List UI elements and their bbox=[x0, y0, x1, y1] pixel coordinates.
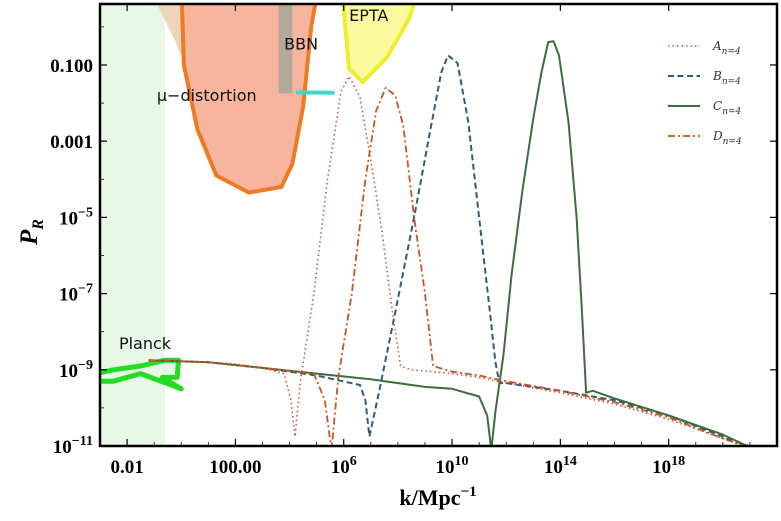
x-tick-label: 100.00 bbox=[209, 457, 261, 478]
region-mu-distortion-light bbox=[156, 4, 184, 58]
x-tick-label: 1014 bbox=[544, 454, 577, 478]
region-planck bbox=[100, 357, 184, 392]
x-tick-label: 106 bbox=[331, 454, 357, 478]
region-label-epta: EPTA bbox=[349, 6, 388, 25]
series-b-line bbox=[148, 54, 751, 446]
region-gray-band bbox=[278, 4, 293, 94]
y-tick-label: 0.100 bbox=[50, 56, 93, 77]
plot-frame bbox=[98, 2, 779, 448]
y-tick-label: 10−7 bbox=[59, 282, 93, 306]
y-tick-label: 10−11 bbox=[53, 434, 93, 458]
x-tick-label: 1018 bbox=[652, 454, 685, 478]
region-label-planck: Planck bbox=[119, 334, 172, 353]
y-tick-label: 10−5 bbox=[59, 205, 93, 229]
x-tick-label: 0.01 bbox=[110, 457, 143, 478]
x-tick-label: 1010 bbox=[436, 454, 469, 478]
y-tick-label: 10−9 bbox=[59, 358, 93, 382]
x-axis-label: k/Mpc−1 bbox=[399, 484, 476, 510]
series-a-line bbox=[148, 75, 747, 446]
region-label-mu-distortion: μ−distortion bbox=[157, 86, 257, 105]
region-epta bbox=[341, 4, 417, 85]
y-axis-label: PR bbox=[16, 219, 47, 246]
y-tick-label: 0.001 bbox=[50, 132, 93, 153]
series-d-line bbox=[148, 86, 748, 446]
series-c-line bbox=[148, 40, 750, 446]
region-label-bbn: BBN bbox=[284, 35, 318, 54]
